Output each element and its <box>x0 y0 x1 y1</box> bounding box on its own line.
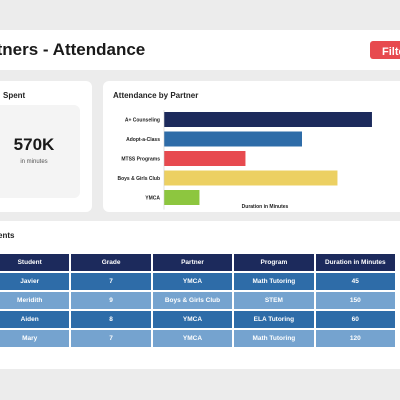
cell-student: Javier <box>0 273 69 290</box>
kpi-card-title: Spent <box>3 91 25 100</box>
table-row[interactable]: Aiden 8 YMCA ELA Tutoring 60 <box>0 311 395 328</box>
cell-student: Aiden <box>0 311 69 328</box>
page-title: rtners - Attendance <box>0 40 145 60</box>
bar-boys-girls-club[interactable] <box>164 171 337 186</box>
table-row[interactable]: Mary 7 YMCA Math Tutoring 120 <box>0 330 395 347</box>
bar-adopt-a-class[interactable] <box>164 132 302 147</box>
category-label: Adopt-a-Class <box>126 137 160 143</box>
bar-ymca[interactable] <box>164 190 199 205</box>
cell-program: STEM <box>234 292 313 309</box>
cell-program: ELA Tutoring <box>234 311 313 328</box>
table-header-row: Student Grade Partner Program Duration i… <box>0 254 395 271</box>
cell-student: Meridith <box>0 292 69 309</box>
students-table: Student Grade Partner Program Duration i… <box>0 252 397 349</box>
column-header-duration[interactable]: Duration in Minutes <box>316 254 395 271</box>
cell-duration: 120 <box>316 330 395 347</box>
cell-grade: 7 <box>71 273 150 290</box>
cell-program: Math Tutoring <box>234 273 313 290</box>
students-card-title: ents <box>0 231 14 240</box>
category-label: YMCA <box>145 196 160 202</box>
chart-card-title: Attendance by Partner <box>113 91 198 100</box>
bar-a-counseling[interactable] <box>164 112 372 127</box>
column-header-student[interactable]: Student <box>0 254 69 271</box>
kpi-unit: in minutes <box>0 159 68 165</box>
cell-duration: 45 <box>316 273 395 290</box>
x-axis-label: Duration in Minutes <box>242 204 289 210</box>
category-label: A+ Counseling <box>125 118 160 124</box>
column-header-program[interactable]: Program <box>234 254 313 271</box>
column-header-partner[interactable]: Partner <box>153 254 232 271</box>
cell-partner: YMCA <box>153 273 232 290</box>
cell-grade: 7 <box>71 330 150 347</box>
cell-partner: Boys & Girls Club <box>153 292 232 309</box>
attendance-bar-chart: A+ Counseling Adopt-a-Class MTSS Programs B… <box>110 108 400 210</box>
table-row[interactable]: Javier 7 YMCA Math Tutoring 45 <box>0 273 395 290</box>
kpi-value: 570K <box>0 135 68 155</box>
category-label: Boys & Girls Club <box>117 176 160 182</box>
table-row[interactable]: Meridith 9 Boys & Girls Club STEM 150 <box>0 292 395 309</box>
filter-button[interactable]: Filte <box>370 41 400 59</box>
bar-mtss-programs[interactable] <box>164 151 245 166</box>
cell-partner: YMCA <box>153 311 232 328</box>
category-label: MTSS Programs <box>121 157 160 163</box>
cell-student: Mary <box>0 330 69 347</box>
column-header-grade[interactable]: Grade <box>71 254 150 271</box>
cell-program: Math Tutoring <box>234 330 313 347</box>
cell-grade: 8 <box>71 311 150 328</box>
cell-grade: 9 <box>71 292 150 309</box>
cell-duration: 150 <box>316 292 395 309</box>
cell-partner: YMCA <box>153 330 232 347</box>
cell-duration: 60 <box>316 311 395 328</box>
